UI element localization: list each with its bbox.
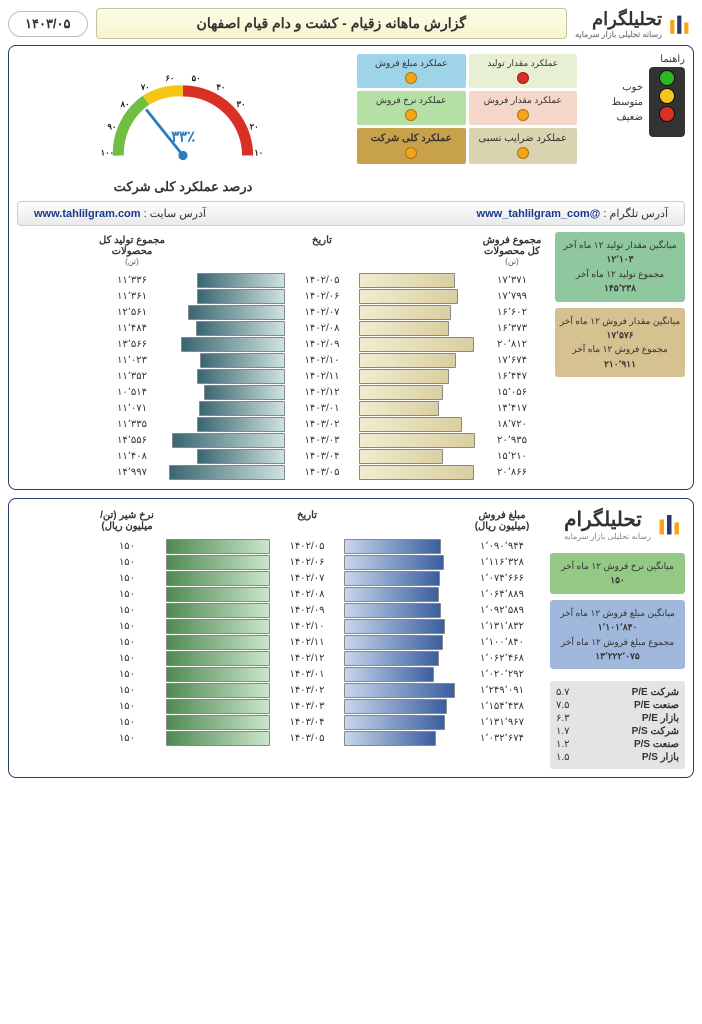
table-row: ۲۰٬۹۳۵ ۱۴۰۳/۰۳ ۱۴٬۵۵۶ [17,433,547,448]
table-row: ۱۴٬۴۱۷ ۱۴۰۳/۰۱ ۱۱٬۰۷۱ [17,401,547,416]
svg-text:۳۰: ۳۰ [237,99,246,109]
svg-text:۷۰: ۷۰ [140,82,150,92]
perf-cell: عملکرد نرخ فروش [357,91,466,125]
table-row: ۱٬۱۵۴٬۴۳۸ ۱۴۰۳/۰۳ ۱۵۰ [17,699,542,714]
legend-medium: متوسط [612,97,643,108]
info-box: میانگین مبلغ فروش ۱۲ ماه آخر۱٬۱۰۱٬۸۴۰مجم… [550,600,685,670]
ratios-box: P/E شرکت۵.۷P/E صنعت۷.۵P/E بازار۶.۳P/S شر… [550,681,685,769]
ratio-line: P/E شرکت۵.۷ [556,686,679,699]
links-bar: آدرس تلگرام : @www_tahlilgram_com آدرس س… [17,201,685,226]
legend-weak: ضعیف [612,112,643,123]
table-row: ۱۶٬۴۴۷ ۱۴۰۲/۱۱ ۱۱٬۳۵۲ [17,369,547,384]
table-row: ۱٬۰۶۴٬۸۸۹ ۱۴۰۲/۰۸ ۱۵۰ [17,587,542,602]
brand-name: تحلیلگرام [592,9,662,29]
t2-h-amount: مبلغ فروش (میلیون ریال) [475,510,530,532]
gauge-icon: ۱۰۰۹۰۸۰۷۰۶۰۵۰۴۰۳۰۲۰۱۰ ۳۳٪ [88,54,278,174]
table-row: ۱۵٬۰۵۶ ۱۴۰۲/۱۲ ۱۰٬۵۱۴ [17,385,547,400]
table-row: ۱۷٬۶۷۴ ۱۴۰۲/۱۰ ۱۱٬۰۲۳ [17,353,547,368]
brand-logo: تحلیلگرام رسانه تحلیلی بازار سرمایه [575,9,694,39]
report-date: ۱۴۰۳/۰۵ [8,11,88,37]
ratio-line: P/E بازار۶.۳ [556,712,679,725]
table-row: ۱۷٬۳۷۱ ۱۴۰۲/۰۵ ۱۱٬۳۳۶ [17,273,547,288]
t1-h-date: تاریخ [312,235,332,246]
t1-h-prod: مجموع تولید کل محصولات [99,235,165,257]
site-label: آدرس سایت : [144,208,206,220]
info-box: میانگین مقدار فروش ۱۲ ماه آخر۱۷٬۵۷۶مجموع… [555,308,685,378]
t1-h-sales: مجموع فروش کل محصولات [483,235,542,257]
logo-icon [666,10,694,38]
table-row: ۱٬۰۶۲٬۴۶۸ ۱۴۰۲/۱۲ ۱۵۰ [17,651,542,666]
brand-sub: رسانه تحلیلی بازار سرمایه [575,30,662,39]
table-row: ۱٬۰۹۰٬۹۴۴ ۱۴۰۲/۰۵ ۱۵۰ [17,539,542,554]
table-row: ۲۰٬۸۶۶ ۱۴۰۳/۰۵ ۱۴٬۹۹۷ [17,465,547,480]
svg-text:۸۰: ۸۰ [120,99,130,109]
table-row: ۱٬۱۳۱٬۸۳۲ ۱۴۰۲/۱۰ ۱۵۰ [17,619,542,634]
table-row: ۱۶٬۳۷۳ ۱۴۰۲/۰۸ ۱۱٬۴۸۴ [17,321,547,336]
table-row: ۱۶٬۶۰۲ ۱۴۰۲/۰۷ ۱۲٬۵۶۱ [17,305,547,320]
table-row: ۱٬۱۳۱٬۹۶۷ ۱۴۰۳/۰۴ ۱۵۰ [17,715,542,730]
gauge: ۱۰۰۹۰۸۰۷۰۶۰۵۰۴۰۳۰۲۰۱۰ ۳۳٪ درصد عملکرد کل… [17,54,349,195]
ratio-line: P/S شرکت۱.۷ [556,725,679,738]
t2-h-rate: نرخ شیر (تن/میلیون ریال) [100,510,154,532]
svg-text:۵۰: ۵۰ [192,73,201,83]
svg-text:۲۰: ۲۰ [250,122,259,132]
info-box: میانگین نرخ فروش ۱۲ ماه آخر۱۵۰ [550,553,685,594]
perf-cell: عملکرد مقدار فروش [469,91,578,125]
header: تحلیلگرام رسانه تحلیلی بازار سرمایه گزار… [8,8,694,39]
table-row: ۱٬۱۰۰٬۸۴۰ ۱۴۰۲/۱۱ ۱۵۰ [17,635,542,650]
table2: مبلغ فروش (میلیون ریال) تاریخ نرخ شیر (ت… [17,507,542,769]
table1-section: میانگین مقدار تولید ۱۲ ماه آخر۱۲٬۱۰۳مجمو… [17,232,685,481]
telegram-link[interactable]: @www_tahlilgram_com [477,208,601,220]
table-row: ۱٬۰۹۲٬۵۸۹ ۱۴۰۲/۰۹ ۱۵۰ [17,603,542,618]
table-row: ۱۸٬۷۲۰ ۱۴۰۳/۰۲ ۱۱٬۳۳۵ [17,417,547,432]
page-title: گزارش ماهانه زقیام - کشت و دام قیام اصفه… [96,8,568,39]
table-row: ۱۵٬۲۱۰ ۱۴۰۳/۰۴ ۱۱٬۴۰۸ [17,449,547,464]
telegram-label: آدرس تلگرام : [603,208,668,220]
info-box: میانگین مقدار تولید ۱۲ ماه آخر۱۲٬۱۰۳مجمو… [555,232,685,302]
legend-title: راهنما [585,54,685,65]
table-row: ۱٬۱۱۶٬۳۲۸ ۱۴۰۲/۰۶ ۱۵۰ [17,555,542,570]
detail-panel: تحلیلگرام رسانه تحلیلی بازار سرمایه میان… [8,498,694,778]
table-row: ۱٬۰۳۲٬۶۷۴ ۱۴۰۳/۰۵ ۱۵۰ [17,731,542,746]
performance-grid: عملکرد مقدار تولیدعملکرد مبلغ فروشعملکرد… [357,54,577,195]
logo-icon-2 [655,509,685,539]
svg-text:۱۰: ۱۰ [254,148,263,158]
svg-text:۴۰: ۴۰ [216,82,225,92]
svg-text:۹۰: ۹۰ [107,122,116,132]
table-row: ۱۷٬۷۹۹ ۱۴۰۲/۰۶ ۱۱٬۳۶۱ [17,289,547,304]
t2-h-date: تاریخ [297,510,317,521]
table-row: ۲۰٬۸۱۲ ۱۴۰۲/۰۹ ۱۳٬۵۶۶ [17,337,547,352]
table-row: ۱٬۰۷۴٬۶۶۶ ۱۴۰۲/۰۷ ۱۵۰ [17,571,542,586]
ratio-line: P/E صنعت۷.۵ [556,699,679,712]
perf-overall: عملکرد کلی شرکت [357,128,466,164]
svg-text:۶۰: ۶۰ [165,73,174,83]
legend-column: راهنما خوب متوسط ضعیف [585,54,685,195]
ratio-line: P/S بازار۱.۵ [556,751,679,764]
table-row: ۱٬۰۲۰٬۲۹۲ ۱۴۰۳/۰۱ ۱۵۰ [17,667,542,682]
gauge-caption: درصد عملکرد کلی شرکت [17,179,349,195]
svg-text:۱۰۰: ۱۰۰ [101,148,114,158]
summary-panel: راهنما خوب متوسط ضعیف عملکرد مقدا [8,45,694,490]
table-row: ۱٬۲۴۹٬۰۹۱ ۱۴۰۳/۰۲ ۱۵۰ [17,683,542,698]
ratio-line: P/S صنعت۱.۲ [556,738,679,751]
perf-cell: عملکرد مقدار تولید [469,54,578,88]
site-link[interactable]: www.tahlilgram.com [34,208,141,220]
perf-relative: عملکرد ضرایب نسبی [469,128,578,164]
table1: مجموع فروش کل محصولات(تن) تاریخ مجموع تو… [17,232,547,481]
legend-good: خوب [612,82,643,93]
perf-cell: عملکرد مبلغ فروش [357,54,466,88]
traffic-light-icon [649,67,685,137]
brand-logo-2: تحلیلگرام رسانه تحلیلی بازار سرمایه [550,507,685,541]
